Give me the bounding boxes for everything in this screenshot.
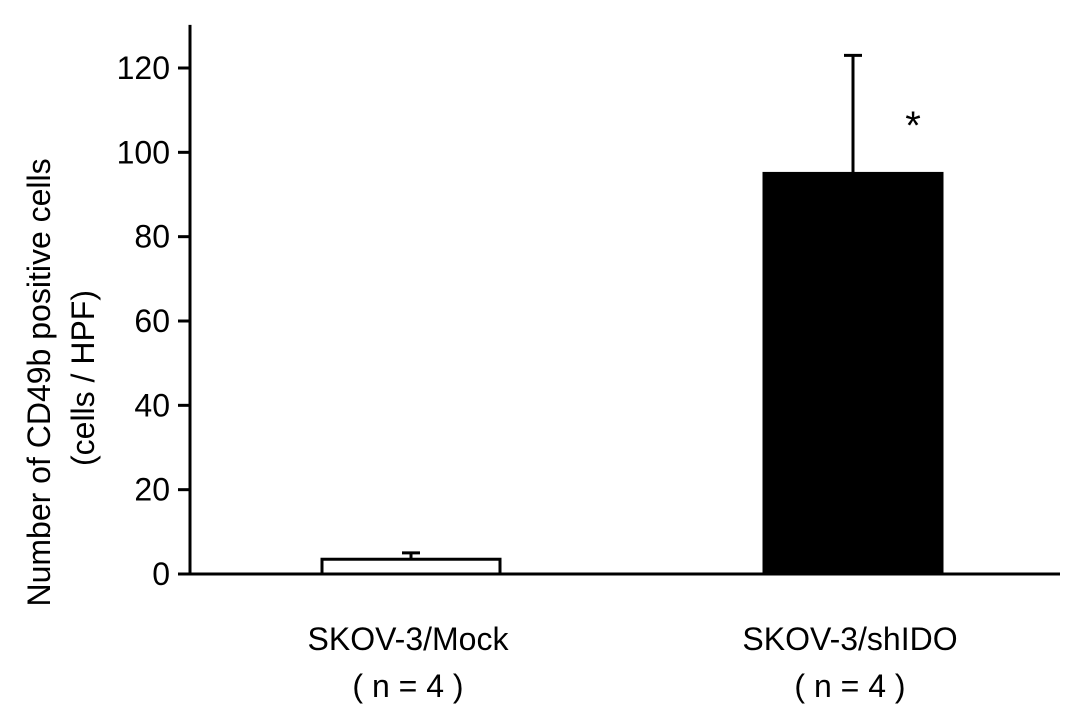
plot-area: 0 20 40 60 80 100 120 SKOV-3/Mock ( n = 4 ) SKOV-… — [117, 24, 1060, 704]
bar-skov-3-mock — [320, 557, 502, 576]
y-tick-label: 0 — [152, 556, 170, 592]
y-tick-label: 120 — [117, 50, 170, 86]
y-axis-label-line-2: (cells / HPF) — [65, 290, 101, 466]
category-sample-size: ( n = 4 ) — [794, 668, 905, 704]
y-tick-label: 80 — [134, 219, 170, 255]
y-tick-label: 20 — [134, 472, 170, 508]
y-axis-label: Number of CD49b positive cells (cells / … — [21, 149, 101, 606]
category-label: SKOV-3/shIDO — [742, 621, 957, 657]
y-tick-label: 40 — [134, 387, 170, 423]
y-tick-label: 60 — [134, 303, 170, 339]
y-axis-label-line-1: Number of CD49b positive cells — [21, 158, 57, 606]
category-label: SKOV-3/Mock — [308, 621, 510, 657]
category-sample-size: ( n = 4 ) — [352, 668, 463, 704]
significance-marker: * — [905, 104, 921, 148]
y-tick-label: 100 — [117, 134, 170, 170]
bar-skov-3-shido — [762, 171, 944, 576]
